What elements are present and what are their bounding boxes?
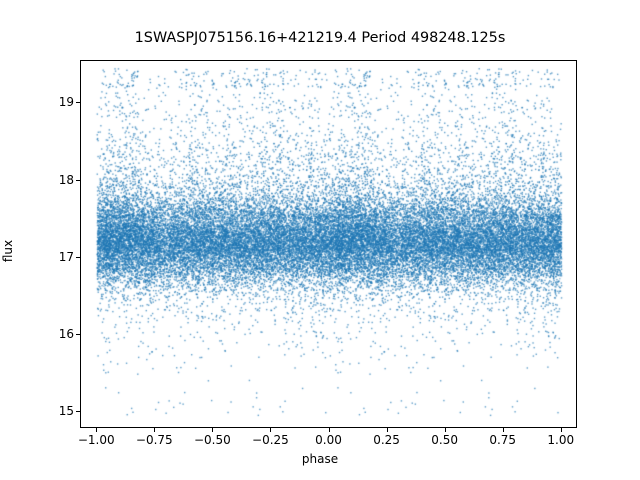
x-tick-label: −0.25 <box>252 433 289 447</box>
x-tick-label: 1.00 <box>547 433 575 447</box>
x-tick-mark <box>444 428 446 432</box>
x-tick-mark <box>96 428 98 432</box>
x-tick-mark <box>270 428 272 432</box>
x-tick-label: −0.50 <box>193 433 231 447</box>
x-tick-label: 0.75 <box>489 433 517 447</box>
x-tick-mark <box>502 428 504 432</box>
y-tick-mark <box>76 411 80 413</box>
y-tick-label: 17 <box>58 249 74 264</box>
x-tick-label: 0.00 <box>315 433 342 447</box>
plot-axes-frame <box>80 60 577 428</box>
y-tick-mark <box>76 333 80 335</box>
x-tick-label: 0.50 <box>431 433 458 447</box>
x-axis-label: phase <box>301 452 339 466</box>
y-axis-label: flux <box>1 239 16 263</box>
y-tick-label: 18 <box>58 172 74 187</box>
scatter-plot-canvas <box>81 61 576 427</box>
x-tick-mark <box>154 428 156 432</box>
y-tick-mark <box>76 102 80 104</box>
x-tick-mark <box>386 428 388 432</box>
y-tick-label: 15 <box>58 404 74 419</box>
y-tick-mark <box>76 256 80 258</box>
x-tick-label: 0.25 <box>373 433 400 447</box>
page-title: 1SWASPJ075156.16+421219.4 Period 498248.… <box>134 30 506 46</box>
y-axis-tick-labels: 15 16 17 18 19 <box>0 0 74 480</box>
y-tick-label: 19 <box>58 95 74 110</box>
x-tick-label: −0.75 <box>135 433 173 447</box>
x-tick-label: −1.00 <box>77 433 115 447</box>
y-tick-label: 16 <box>58 326 74 341</box>
y-tick-mark <box>76 179 80 181</box>
x-tick-mark <box>560 428 562 432</box>
x-tick-mark <box>328 428 330 432</box>
x-tick-mark <box>212 428 214 432</box>
